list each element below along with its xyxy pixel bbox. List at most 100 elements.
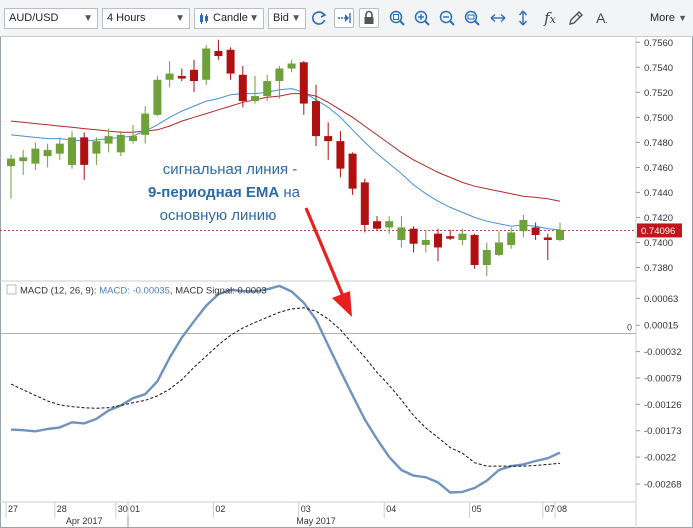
candle	[385, 216, 394, 234]
x-day-label: 01	[130, 504, 140, 514]
macd-legend-value: MACD: -0.00035	[99, 286, 170, 297]
candle	[202, 44, 211, 85]
horizontal-expand-icon[interactable]	[488, 8, 508, 28]
candle-body	[263, 81, 272, 97]
candle	[556, 222, 564, 242]
candle	[275, 66, 284, 99]
vertical-expand-icon[interactable]	[513, 8, 533, 28]
current-price-badge	[637, 223, 682, 238]
candle-body	[531, 227, 540, 235]
price-type-label: Bid	[273, 12, 289, 24]
candle	[238, 66, 247, 108]
chart-type-select[interactable]: Candle ▼	[194, 8, 264, 29]
candle	[190, 59, 198, 93]
candle-body	[336, 141, 345, 169]
x-day-label: 28	[57, 504, 67, 514]
chevron-down-icon: ▼	[678, 13, 687, 23]
annotation-rest: на	[279, 184, 300, 201]
zoom-in-icon[interactable]	[412, 8, 432, 28]
candle	[373, 216, 381, 230]
candle-body	[238, 74, 247, 102]
candle	[153, 76, 162, 117]
candle	[287, 59, 296, 73]
x-day-label: 03	[301, 504, 311, 514]
candle	[43, 143, 52, 168]
macd-tick-label: -0.0022	[644, 453, 676, 464]
zoom-auto-icon[interactable]	[462, 8, 482, 28]
x-month-label: Apr 2017	[66, 516, 103, 526]
macd-legend-separator: ,	[170, 286, 175, 297]
candle-body	[80, 137, 89, 165]
macd-legend-text: MACD (12, 26, 9): MACD: -0.00035, MACD S…	[20, 286, 267, 297]
timeframe-label: 4 Hours	[107, 12, 146, 24]
x-day-label: 07	[545, 504, 555, 514]
indicator-fx-icon[interactable]: fx	[544, 9, 556, 27]
refresh-icon[interactable]	[309, 8, 329, 28]
candle-body	[251, 96, 259, 102]
macd-tick-label: -0.00173	[644, 426, 682, 437]
candle	[312, 84, 320, 147]
candle-body	[397, 227, 406, 240]
candle	[251, 76, 259, 104]
candle-body	[482, 249, 491, 265]
candle	[421, 229, 430, 253]
candle-body	[299, 62, 308, 104]
candle	[31, 142, 40, 170]
candle-body	[458, 233, 467, 240]
candle	[92, 137, 101, 165]
x-day-label: 30	[118, 504, 128, 514]
more-menu[interactable]: More ▼	[650, 8, 687, 28]
lock-icon[interactable]	[359, 8, 379, 28]
price-tick-label: 0.7560	[644, 38, 673, 49]
price-tick-label: 0.7400	[644, 238, 673, 249]
candle	[141, 106, 150, 144]
candle-body	[92, 141, 101, 154]
candle	[446, 229, 455, 240]
signal-line	[10, 307, 561, 467]
zoom-fit-icon[interactable]	[387, 8, 407, 28]
symbol-label: AUD/USD	[9, 12, 59, 24]
macd-tick-label: -0.00126	[644, 400, 682, 411]
legend-checkbox[interactable]	[6, 284, 17, 295]
annotation: сигнальная линия - 9-периодная EMA на ос…	[148, 161, 352, 317]
candle	[116, 131, 125, 157]
candle-body	[104, 136, 113, 144]
macd-legend-signal: MACD Signal: 0.0003	[175, 286, 266, 297]
candle-body	[409, 228, 418, 244]
price-tick-label: 0.7520	[644, 88, 673, 99]
price-tick-label: 0.7540	[644, 63, 673, 74]
price-tick-label: 0.7380	[644, 263, 673, 274]
candle-body	[385, 221, 394, 228]
price-tick-label: 0.7440	[644, 188, 673, 199]
chevron-down-icon: ▼	[83, 13, 93, 24]
macd-tick-label: 0.00015	[644, 321, 678, 332]
symbol-select[interactable]: AUD/USD ▼	[4, 8, 98, 29]
text-annotation-icon[interactable]: A.	[596, 10, 608, 26]
zoom-out-icon[interactable]	[437, 8, 457, 28]
ema-fast-line	[10, 88, 561, 231]
draw-pencil-icon[interactable]	[566, 8, 586, 28]
timeframe-select[interactable]: 4 Hours ▼	[102, 8, 190, 29]
macd-lines	[10, 284, 561, 494]
candle	[348, 152, 357, 195]
scroll-right-icon[interactable]	[334, 8, 354, 28]
annotation-bold: 9-периодная EMA	[148, 184, 279, 201]
chart-canvas[interactable]: 0 0.7560 0.7540 0.7520 0.7500 0.7480 0.7460 0.7…	[0, 36, 693, 528]
candle-body	[68, 137, 76, 165]
ema-slow-line	[10, 93, 561, 202]
candle	[507, 227, 516, 249]
candle-body	[360, 182, 369, 225]
macd-legend: MACD (12, 26, 9): MACD: -0.00035, MACD S…	[6, 284, 267, 297]
candle-body	[324, 136, 333, 142]
candle-body	[434, 233, 442, 248]
candle-body	[446, 236, 455, 239]
candle	[299, 61, 308, 115]
candle	[336, 131, 345, 178]
candle-body	[470, 234, 479, 265]
candle	[55, 137, 64, 160]
candle-body	[7, 158, 15, 167]
axes: 0 0.7560 0.7540 0.7520 0.7500 0.7480 0.7460 0.7…	[5, 38, 682, 528]
price-type-select[interactable]: Bid ▼	[268, 8, 306, 29]
candle	[214, 39, 223, 60]
